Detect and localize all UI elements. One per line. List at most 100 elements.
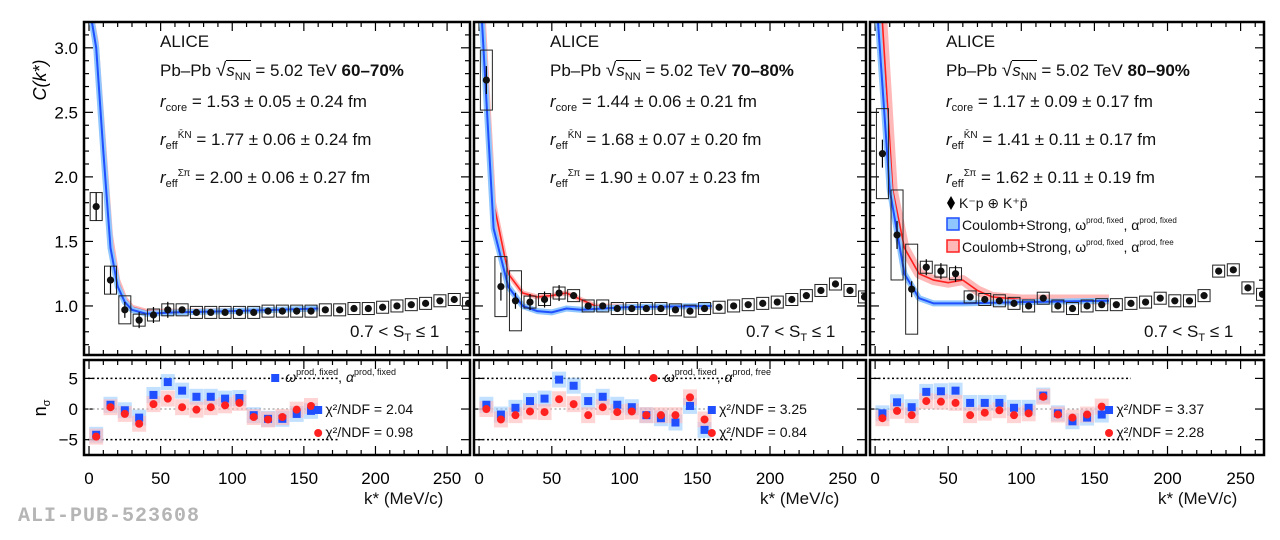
syst-box: [890, 189, 904, 281]
chi2-fixed-marker: [1105, 406, 1114, 414]
nsigma-fixed-marker: [598, 392, 607, 401]
data-point: [121, 306, 129, 314]
syst-box: [1007, 296, 1021, 310]
top-frame: [868, 20, 1266, 357]
syst-box: [785, 293, 799, 306]
syst-box: [290, 304, 304, 318]
nsigma-y-tick-label: −5: [59, 431, 78, 450]
x-tick-label: 100: [218, 469, 246, 488]
data-point: [235, 308, 244, 317]
syst-box: [189, 305, 203, 319]
syst-box: [756, 296, 770, 310]
data-point: [715, 303, 723, 311]
nsigma-fixed-marker: [878, 409, 887, 418]
syst-box: [479, 49, 493, 111]
panel-1: 0 50 100 150 200 2501.01.52.02.53.050−5C(k*)n…: [30, 20, 472, 488]
text: χ²/NDF = 3.37: [1116, 401, 1205, 417]
watermark: ALI-PUB-523608: [18, 505, 201, 528]
x-tick-label: 200: [361, 469, 389, 488]
x-tick-label: 50: [151, 469, 170, 488]
text: prod, fixed: [1139, 216, 1177, 225]
data-point: [106, 276, 115, 284]
experiment-label: ALICE: [160, 33, 209, 50]
data-point: [250, 308, 258, 317]
text: 70–80%: [731, 61, 794, 80]
nsigma-free-marker: [92, 432, 101, 441]
text: ≤ 1: [1205, 322, 1234, 341]
data-point: [628, 304, 636, 313]
text: = 1.77 ± 0.06 ± 0.24 fm: [196, 130, 372, 149]
text: prod, fixed: [296, 367, 339, 377]
syst-box: [494, 256, 508, 318]
data-point: [450, 295, 458, 304]
nsigma-free-marker: [1083, 410, 1092, 419]
data-point: [278, 307, 286, 315]
nsigma-fixed-marker: [569, 381, 578, 390]
data-point: [846, 286, 854, 295]
data-point: [555, 289, 563, 297]
syst-box: [1256, 287, 1264, 301]
nsigma-fixed-marker: [1097, 410, 1106, 419]
nsigma-fixed-marker: [995, 398, 1004, 407]
text: = 5.02 TeV: [1041, 61, 1123, 80]
x-tick-label: 100: [610, 469, 638, 488]
y-tick-label: 3.0: [54, 39, 78, 58]
x-tick-label: 200: [1153, 469, 1181, 488]
syst-box: [596, 299, 610, 313]
syst-box: [698, 302, 712, 316]
syst-box: [247, 305, 261, 319]
data-point: [1156, 294, 1164, 302]
st-range-label: 0.7 < ST ≤ 1: [1144, 322, 1234, 344]
nsigma-fixed-marker: [235, 394, 244, 402]
text: ω: [663, 369, 675, 385]
data-point: [657, 304, 665, 313]
r-core-label: rcore = 1.53 ± 0.05 ± 0.24 fm: [160, 92, 367, 114]
syst-box: [404, 298, 418, 312]
data-point: [1244, 284, 1252, 292]
data-point: [730, 302, 738, 310]
syst-box: [304, 304, 318, 318]
nsigma-free-marker: [106, 403, 115, 412]
nsigma-fixed-marker: [206, 392, 215, 401]
data-point: [1127, 299, 1135, 307]
data-point: [831, 280, 840, 288]
data-point: [526, 298, 534, 306]
syst-box: [508, 270, 522, 332]
syst-box: [1124, 296, 1138, 310]
nsigma-fixed-marker: [482, 400, 491, 409]
nsigma-free-marker: [555, 395, 564, 404]
nsigma-fixed-marker: [951, 386, 960, 395]
text: prod, free: [732, 367, 772, 377]
data-point: [951, 270, 960, 278]
nsigma-fixed-marker: [686, 401, 694, 410]
data-point: [336, 306, 344, 314]
nsigma-fixed-marker: [526, 397, 534, 406]
syst-box: [963, 290, 977, 304]
nsigma-fixed-marker: [1024, 403, 1033, 412]
nsigma-free-marker: [307, 401, 316, 410]
syst-box: [232, 305, 246, 319]
bottom-frame: [472, 358, 868, 457]
experiment-label: ALICE: [550, 33, 599, 50]
x-tick-label: 200: [756, 469, 784, 488]
text: , α: [1123, 217, 1140, 233]
syst-box: [419, 296, 433, 310]
y-tick-label: 1.5: [54, 232, 78, 251]
r-eff-sigmapi-label: reffΣπ = 2.00 ± 0.06 ± 0.27 fm: [160, 168, 371, 190]
nsigma-y-tick-label: 0: [69, 400, 78, 419]
syst-box: [447, 293, 461, 306]
data-point: [207, 308, 215, 317]
nsigma-fixed-marker: [907, 403, 916, 412]
syst-box: [1212, 264, 1226, 278]
syst-box: [275, 304, 289, 318]
nsigma-free-marker: [235, 398, 244, 407]
nsigma-free-marker: [1068, 413, 1077, 422]
syst-box: [347, 302, 361, 316]
x-axis-label: k* (MeV/c): [760, 490, 839, 507]
r-core-label: rcore = 1.44 ± 0.06 ± 0.21 fm: [550, 92, 757, 114]
x-tick-label: 0: [84, 469, 93, 488]
syst-box: [390, 299, 404, 313]
data-point: [1039, 294, 1047, 302]
syst-box: [799, 289, 813, 303]
